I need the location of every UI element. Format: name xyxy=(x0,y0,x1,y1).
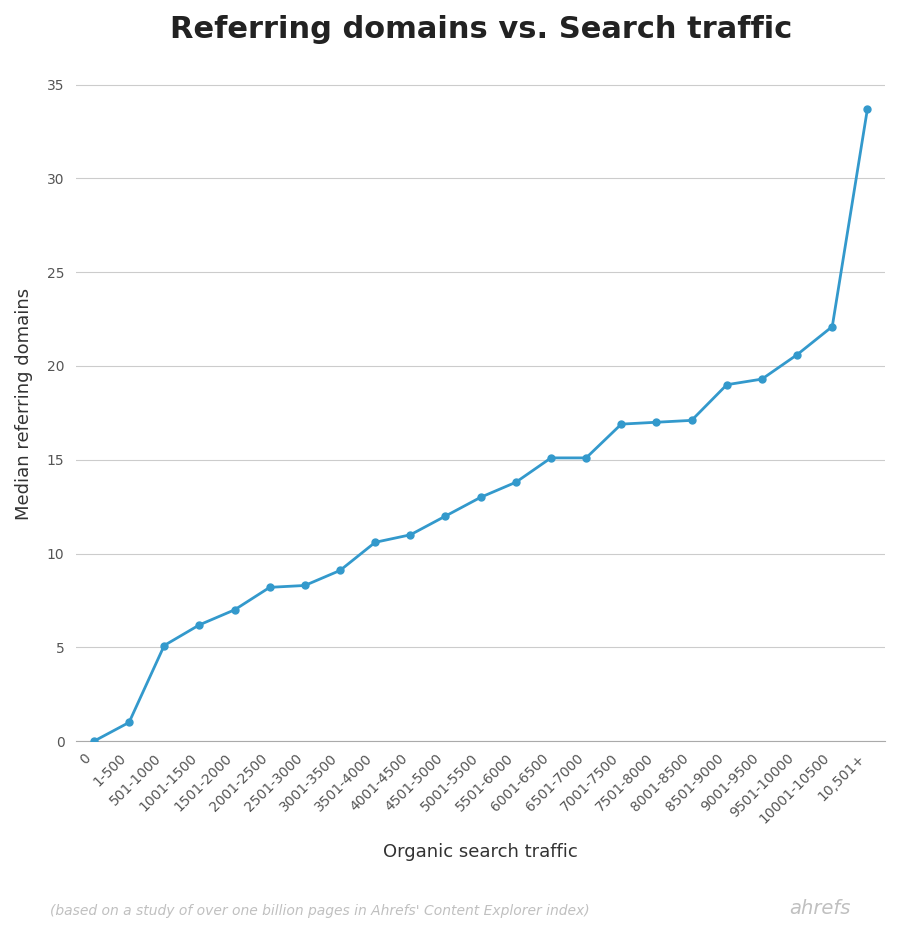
Title: Referring domains vs. Search traffic: Referring domains vs. Search traffic xyxy=(169,15,792,44)
Text: (based on a study of over one billion pages in Ahrefs' Content Explorer index): (based on a study of over one billion pa… xyxy=(50,904,590,918)
X-axis label: Organic search traffic: Organic search traffic xyxy=(383,843,578,861)
Text: ahrefs: ahrefs xyxy=(789,900,850,918)
Y-axis label: Median referring domains: Median referring domains xyxy=(15,287,33,520)
